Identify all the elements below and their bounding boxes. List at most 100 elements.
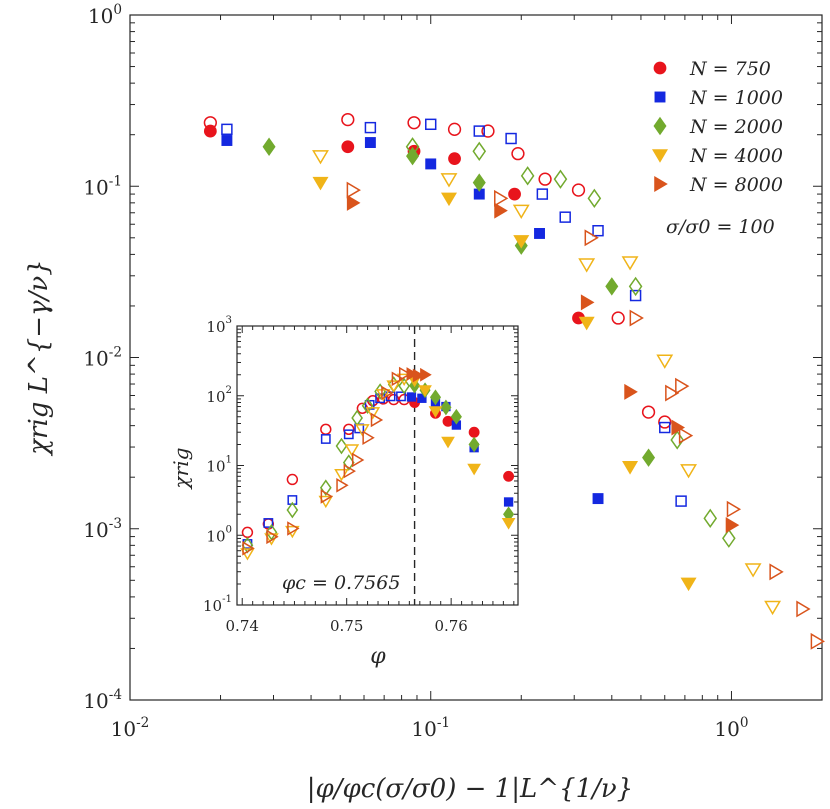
data-point-open [628,276,643,297]
data-point-open [658,415,672,429]
inset-point-open [391,371,405,387]
inset-point-open [370,412,384,428]
inset-point-open [286,473,299,486]
main-ticks [129,14,823,701]
inset-y-tick-label: 103 [206,315,232,336]
data-point-open [536,188,549,200]
data-point-open [584,229,599,247]
data-point-open [578,258,596,273]
inset-point-filled [501,518,516,530]
inset-point-filled [468,426,480,438]
data-point-open [538,172,552,186]
data-point-open [675,495,687,507]
inset-x-tick-label: 0.76 [434,617,467,635]
legend-marker [653,61,667,75]
inset-point-open [355,424,370,437]
data-point-filled [472,173,486,192]
inset-point-open [343,463,356,479]
data-point-open [473,125,485,137]
main-tick-labels: 10-2 10-1 100 10-4 10-3 10-2 10-1 100 [83,2,748,741]
inset-ticks [237,325,518,606]
data-point-open [571,183,586,197]
inset-point-filled [417,393,427,403]
inset-point-open [343,423,355,436]
data-point-open [494,189,509,207]
inset-y-tick-label: 10-1 [203,594,232,615]
data-point-open [511,147,525,161]
data-point-open [553,169,568,189]
data-point-open [659,421,671,434]
inset-point-filled [440,399,452,416]
inset-point-filled [406,392,417,402]
inset-point-filled [412,368,425,383]
data-point-filled [341,140,355,154]
data-point-open [744,563,762,578]
data-point-open [505,132,517,145]
data-point-open [670,430,685,450]
data-point-open [678,427,694,445]
data-point-open [425,118,437,131]
data-point-filled [262,137,276,157]
inset-point-open [335,437,348,455]
data-point-open [341,112,355,127]
y-tick-label: 10-2 [83,345,122,371]
inset-point-filled [442,415,454,427]
data-point-open [656,354,674,369]
inset-x-tick-label: 0.74 [226,617,259,635]
inset-y-tick-label: 102 [206,385,232,406]
main-y-axis-label: χrig L^{−γ/ν} [24,259,54,456]
data-point-open [675,377,690,395]
main-x-axis-label: |φ/φc(σ/σ0) − 1|L^{1/ν} [307,774,633,804]
data-point-open [641,405,656,419]
data-point-filled [508,187,521,201]
legend-label: N = 2000 [689,116,783,138]
y-tick-label: 100 [88,2,122,28]
inset-plot: 0.74 0.75 0.76 10-1 100 101 102 103 φc = 0.7565… [169,315,519,669]
data-point-open [629,289,642,302]
data-point-open [312,150,329,165]
inset-point-filled [418,385,432,397]
data-point-filled [425,158,437,170]
inset-point-open [398,377,410,395]
series-n4000 [312,150,782,616]
data-point-filled [671,419,686,436]
data-point-filled [534,228,545,239]
inset-point-filled [503,497,514,507]
data-point-filled [580,294,595,311]
x-tick-label: 10-2 [111,715,150,741]
data-point-open [221,123,233,136]
inset-point-filled [441,436,455,449]
legend-label: N = 4000 [689,145,783,167]
inset-point-open [263,518,274,528]
y-tick-label: 10-4 [83,687,122,713]
data-point-filled [364,137,376,148]
inset-y-axis-label: χrig [169,448,193,491]
legend-label: N = 1000 [689,87,783,109]
data-point-open [559,211,571,223]
inset-point-open [242,541,255,556]
data-point-filled [448,152,461,166]
x-tick-label: 10-1 [411,715,450,741]
inset-points [240,366,516,561]
data-point-filled [440,192,457,207]
data-point-open [665,384,680,402]
data-point-open [810,632,825,650]
data-point-open [621,256,639,271]
inset-point-open [381,385,394,401]
data-point-open [592,225,604,237]
data-point-filled [624,383,638,400]
inset-x-axis-label: φ [370,644,386,669]
data-point-open [680,464,698,479]
legend-marker [654,91,666,103]
data-point-filled [494,202,508,219]
data-point-open [703,508,718,529]
inset-series-n8000 [242,366,432,556]
main-points [203,112,825,650]
legend: N = 750 N = 1000 N = 2000 N = 4000 N = 8000 [651,58,783,196]
inset-point-open [319,479,332,497]
data-point-open [472,141,487,161]
data-point-open [364,121,377,134]
data-point-open [769,563,784,581]
inset-y-tick-label: 101 [206,455,232,476]
inset-point-open [361,397,374,415]
